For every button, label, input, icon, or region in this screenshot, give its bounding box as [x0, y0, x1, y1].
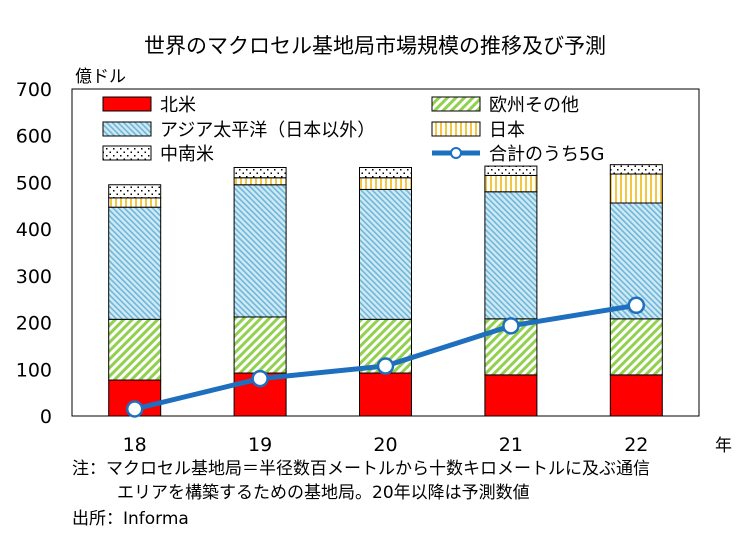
- stacked-bar-chart: 世界のマクロセル基地局市場規模の推移及び予測 億ドル 年 0 100 200 300 4…: [16, 34, 732, 456]
- line-point: [376, 357, 395, 375]
- y-tick-label: 100: [16, 359, 52, 381]
- bar-segment: [108, 318, 162, 381]
- legend-label: 合計のうち5G: [489, 144, 604, 165]
- y-axis: 0 100 200 300 400 500 600 700: [16, 79, 52, 428]
- legend-label: 日本: [489, 120, 525, 141]
- legend-swatch: [102, 121, 152, 137]
- x-axis: 18 19 20 21 22: [123, 434, 649, 456]
- legend-label: 北米: [160, 95, 196, 116]
- legend-label: 欧州その他: [489, 95, 579, 116]
- bar-segment: [609, 173, 663, 204]
- legend-swatch: [102, 145, 152, 161]
- x-tick-label: 18: [123, 434, 147, 456]
- footnote-line-2: エリアを構築するための基地局。20年以降は予測数値: [117, 483, 530, 503]
- y-axis-unit: 億ドル: [75, 67, 126, 87]
- line-point: [125, 400, 144, 418]
- bar-segment: [233, 184, 287, 318]
- bar-segment: [233, 316, 287, 374]
- x-tick-label: 22: [624, 434, 648, 456]
- bar-segment: [484, 174, 538, 193]
- y-tick-label: 400: [16, 219, 52, 241]
- bar-segment: [609, 374, 663, 417]
- bar-segment: [359, 166, 412, 179]
- legend-label: アジア太平洋（日本以外）: [160, 120, 375, 141]
- bar-segment: [484, 165, 538, 176]
- bar-segment: [609, 318, 663, 376]
- bar-segment: [359, 177, 412, 190]
- bar-segment: [108, 197, 162, 208]
- bar-segment: [233, 166, 287, 179]
- bar-segment: [484, 374, 538, 417]
- legend-swatch: [102, 96, 152, 112]
- source-note: 出所：Informa: [72, 509, 189, 529]
- bar-segment: [359, 372, 412, 417]
- legend-line-marker: [450, 147, 462, 159]
- y-tick-label: 0: [40, 406, 52, 428]
- line-point: [627, 296, 646, 315]
- y-tick-label: 700: [16, 79, 52, 101]
- legend-swatch: [431, 121, 481, 137]
- y-tick-label: 500: [16, 172, 52, 194]
- y-tick-label: 600: [16, 126, 52, 148]
- 5g-line-series: [125, 296, 646, 418]
- footnote-line-1: 注：マクロセル基地局＝半径数百メートルから十数キロメートルに及ぶ通信: [72, 459, 650, 479]
- y-tick-label: 200: [16, 313, 52, 335]
- line-point: [502, 317, 520, 335]
- y-tick-label: 300: [16, 266, 52, 288]
- bar-segment: [108, 206, 162, 320]
- bar-segment: [233, 177, 287, 186]
- legend-swatch: [431, 96, 481, 112]
- chart-title: 世界のマクロセル基地局市場規模の推移及び予測: [144, 34, 606, 58]
- bar-segment: [609, 164, 663, 175]
- x-tick-label: 19: [248, 434, 272, 456]
- bar-segment: [108, 184, 162, 199]
- line-point: [251, 369, 269, 388]
- x-tick-label: 20: [373, 434, 397, 456]
- x-tick-label: 21: [499, 434, 523, 456]
- bar-segment: [359, 188, 412, 320]
- x-axis-unit: 年: [715, 436, 732, 456]
- bars: [108, 164, 663, 417]
- legend-label: 中南米: [160, 144, 214, 165]
- bar-segment: [484, 191, 538, 320]
